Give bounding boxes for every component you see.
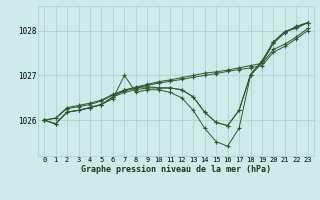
X-axis label: Graphe pression niveau de la mer (hPa): Graphe pression niveau de la mer (hPa) (81, 165, 271, 174)
